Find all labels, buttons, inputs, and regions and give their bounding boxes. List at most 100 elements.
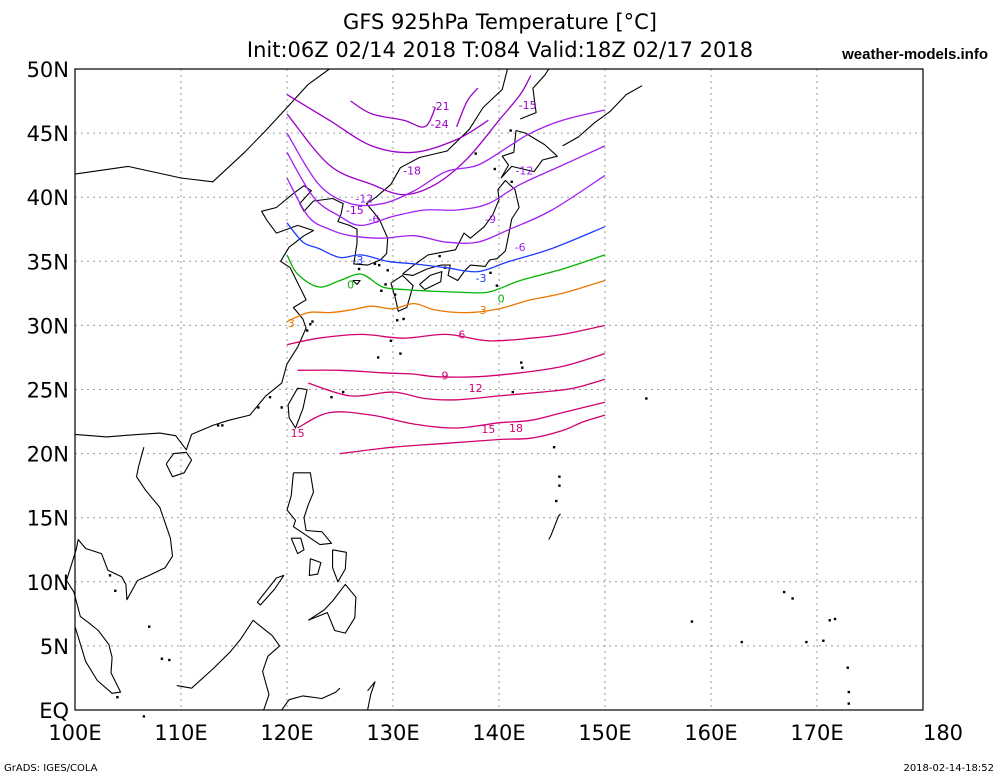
islet-marker (495, 284, 499, 287)
coastline-asia-mainland (74, 68, 330, 183)
brand-watermark: weather-models.info (842, 46, 988, 63)
islet-marker (833, 617, 837, 621)
coastline-palawan (256, 574, 285, 606)
isotherm-line (456, 87, 479, 127)
isotherm-line (286, 222, 606, 273)
isotherm-label: -15 (346, 204, 364, 217)
islet-marker (822, 639, 825, 642)
islet-marker (268, 395, 272, 399)
isotherm-label: -6 (368, 213, 379, 226)
coastline-taiwan (287, 387, 308, 429)
isotherm-line (350, 100, 436, 128)
islet-marker (386, 269, 389, 272)
isotherm-label: 12 (469, 382, 483, 395)
islet-marker (384, 283, 387, 286)
isotherm-line (286, 254, 606, 294)
coastline-indochina (65, 447, 174, 694)
islet-marker (280, 406, 283, 409)
islet-marker (520, 361, 523, 364)
coastline-luzon (286, 472, 333, 546)
isotherm-line (297, 352, 606, 378)
islet-marker (160, 657, 164, 660)
latitude-label: 15N (27, 507, 69, 531)
isotherm-label: 3 (480, 304, 487, 317)
isotherm-label: 15 (291, 427, 305, 440)
isotherm-label: -3 (475, 272, 486, 285)
longitude-label: 120E (260, 721, 313, 745)
coastline-marianas (548, 513, 561, 540)
islet-marker (216, 424, 220, 427)
coastline-mindoro (290, 537, 305, 555)
islet-marker (116, 695, 119, 699)
islet-marker (805, 640, 808, 644)
islet-marker (509, 129, 512, 132)
isotherm-line (339, 414, 606, 455)
islet-marker (474, 152, 477, 155)
latitude-label: 25N (27, 379, 69, 403)
coastline-korea-jeju (352, 279, 361, 285)
islet-marker (341, 390, 345, 394)
isotherm-label: 6 (458, 328, 465, 341)
latitude-label: 35N (27, 250, 69, 274)
longitude-label: 170E (790, 721, 843, 745)
islet-marker (142, 715, 146, 718)
islet-marker (558, 484, 561, 487)
islet-marker (555, 499, 558, 503)
longitude-label: 150E (578, 721, 631, 745)
isotherm-labels: -21-24-15-18 -12-12-15-6 -9-6-3-3003639121… (288, 99, 537, 440)
longitude-label: 160E (684, 721, 737, 745)
islet-marker (108, 574, 112, 577)
islet-marker (399, 352, 402, 355)
isotherm-label: -6 (515, 241, 526, 254)
islet-marker (645, 397, 648, 400)
islet-marker (521, 366, 524, 369)
isotherm-label: 0 (498, 292, 505, 305)
longitude-label: 140E (472, 721, 525, 745)
islet-marker (402, 317, 405, 321)
coastline-kyushu (390, 274, 414, 312)
graticule (75, 69, 923, 710)
coastline-china-coast (74, 68, 509, 451)
islet-marker (558, 475, 561, 478)
islet-marker (148, 625, 151, 628)
latitude-label: 5N (40, 635, 69, 659)
islet-marker (740, 640, 743, 644)
islet-marker (357, 267, 361, 271)
isotherm-label: -12 (515, 164, 533, 177)
coastlines (65, 68, 850, 718)
islet-marker (168, 658, 171, 662)
coastline-samar-leyte (332, 549, 347, 583)
isotherm-label: -9 (485, 213, 496, 226)
islet-marker (510, 180, 513, 184)
longitude-label: 100E (48, 721, 101, 745)
latitude-label: 20N (27, 443, 69, 467)
isotherm-label: 18 (509, 422, 523, 435)
latitude-labels: 50N 45N 40N 35N 30N 25N 20N 15N 10N 5N EQ (27, 58, 69, 723)
coastline-kuril-chain (562, 85, 643, 147)
render-timestamp: 2018-02-14-18:52 (903, 763, 994, 774)
latitude-label: 45N (27, 122, 69, 146)
isotherm-label: 0 (347, 278, 354, 291)
longitude-labels: 100E 110E 120E 130E 140E 150E 160E 170E 180 (48, 721, 963, 745)
map-title: GFS 925hPa Temperature [°C] (343, 10, 657, 34)
coastline-borneo (176, 619, 281, 711)
coastline-hokkaido (500, 129, 558, 179)
islet-marker (782, 590, 786, 594)
islet-marker (305, 329, 309, 332)
islet-marker (847, 690, 850, 694)
longitude-label: 110E (154, 721, 207, 745)
islet-marker (791, 597, 794, 600)
latitude-label: 50N (27, 58, 69, 82)
isotherm-line (286, 324, 606, 346)
islet-marker (847, 702, 850, 705)
isotherm-line (286, 279, 606, 323)
islet-marker (114, 589, 117, 592)
isotherm-label: -18 (403, 164, 421, 177)
isotherm-line (286, 174, 606, 244)
isotherm-line (308, 378, 606, 401)
coastline-mindanao (307, 583, 357, 634)
coastline-visayas (308, 558, 322, 576)
latitude-label: 10N (27, 571, 69, 595)
